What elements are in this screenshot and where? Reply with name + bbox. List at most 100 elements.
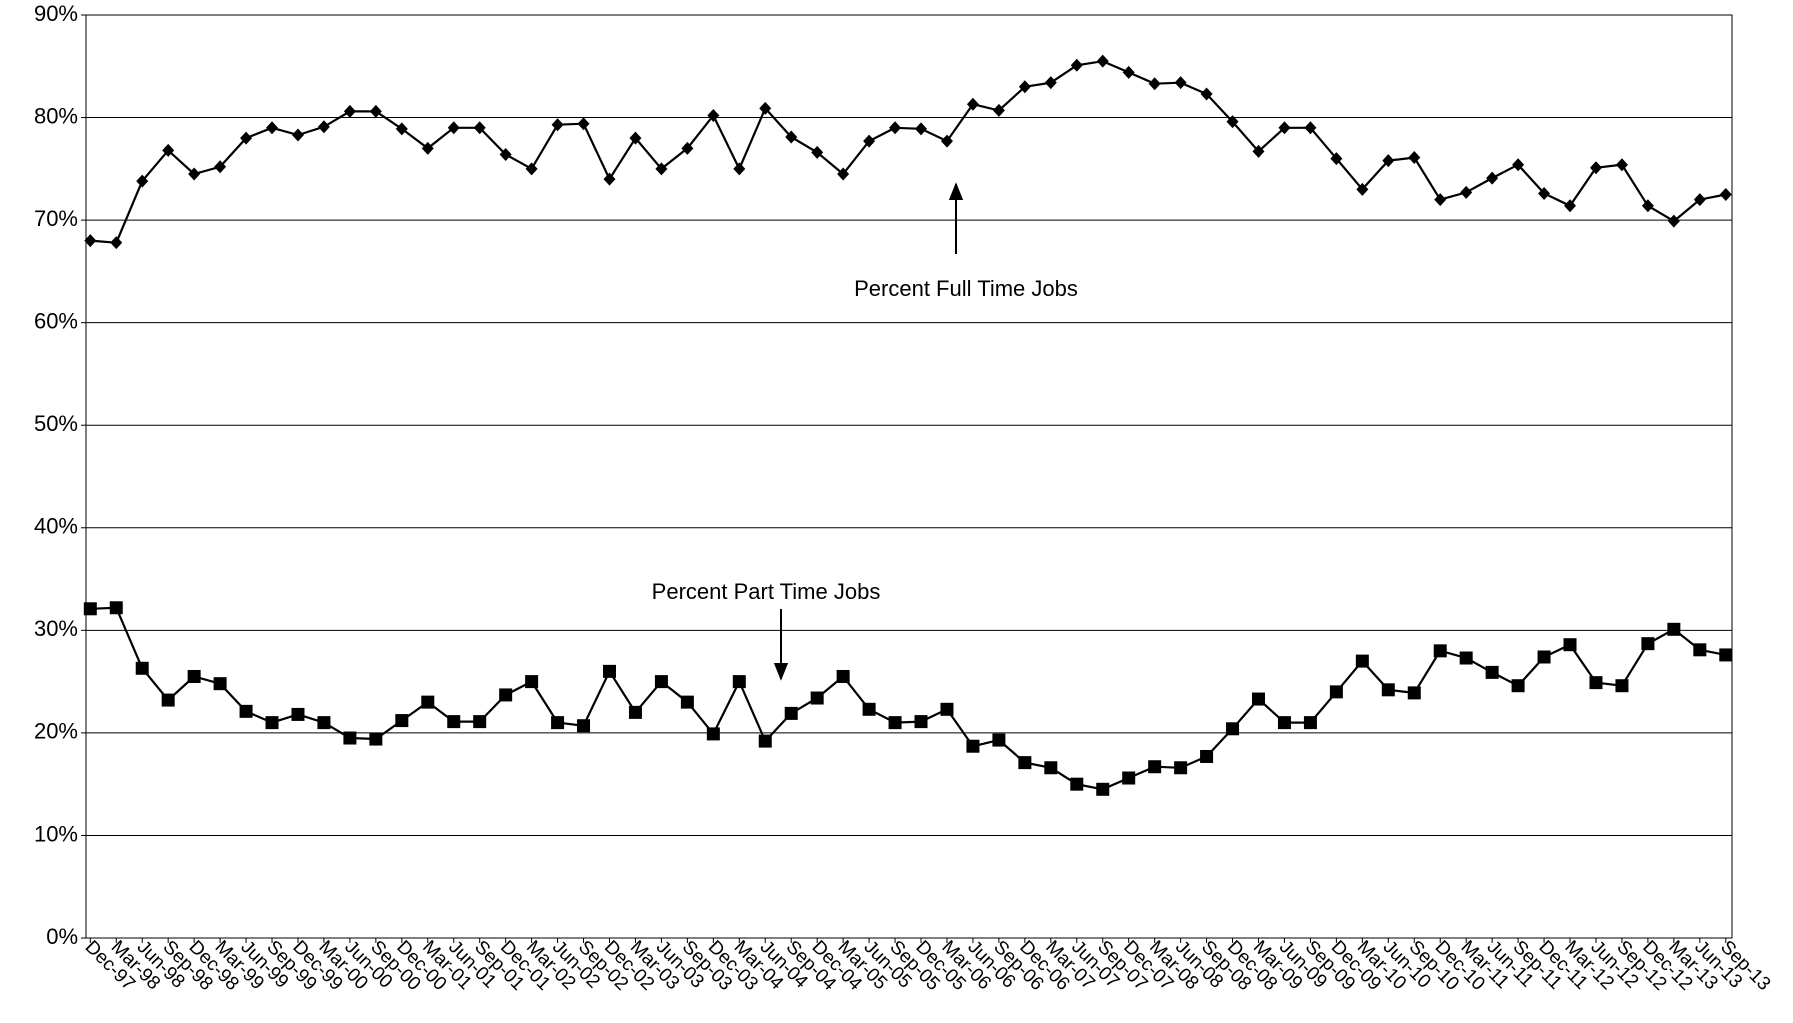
annotation: Percent Part Time Jobs [652, 579, 881, 604]
diamond-marker [1070, 58, 1083, 72]
diamond-marker [1589, 161, 1602, 175]
square-marker [1511, 679, 1525, 693]
square-marker [1174, 761, 1188, 775]
diamond-marker [447, 121, 460, 135]
square-marker [732, 675, 746, 689]
square-marker [1355, 654, 1369, 668]
square-marker [1096, 782, 1110, 796]
diamond-marker [1615, 158, 1628, 172]
diamond-marker [1148, 77, 1161, 91]
square-marker [888, 716, 902, 730]
diamond-marker [992, 103, 1005, 117]
square-marker [161, 693, 175, 707]
square-marker [1122, 771, 1136, 785]
diamond-marker [655, 162, 668, 176]
diamond-marker [499, 147, 512, 161]
square-marker [1485, 665, 1499, 679]
square-marker [706, 727, 720, 741]
diamond-marker [1434, 193, 1447, 207]
y-tick-label: 70% [34, 206, 78, 231]
square-marker [1615, 679, 1629, 693]
square-marker [83, 602, 97, 616]
y-tick-label: 10% [34, 821, 78, 846]
square-marker [109, 601, 123, 615]
square-marker [966, 739, 980, 753]
diamond-marker [785, 130, 798, 144]
square-marker [291, 707, 305, 721]
diamond-marker [1174, 76, 1187, 90]
square-marker [1719, 648, 1733, 662]
square-marker [421, 695, 435, 709]
diamond-marker [525, 162, 538, 176]
square-marker [1537, 650, 1551, 664]
diamond-marker [1460, 185, 1473, 199]
diamond-marker [577, 117, 590, 131]
square-marker [551, 716, 565, 730]
square-marker [317, 716, 331, 730]
diamond-marker [1693, 193, 1706, 207]
square-marker [499, 688, 513, 702]
square-marker [1563, 638, 1577, 652]
annotation: Percent Full Time Jobs [854, 276, 1078, 301]
y-tick-label: 20% [34, 719, 78, 744]
y-tick-label: 60% [34, 308, 78, 333]
diamond-marker [84, 234, 97, 248]
square-marker [1329, 685, 1343, 699]
square-marker [239, 704, 253, 718]
square-marker [473, 715, 487, 729]
square-marker [1667, 622, 1681, 636]
y-tick-label: 30% [34, 616, 78, 641]
diamond-marker [395, 122, 408, 136]
square-marker [1381, 683, 1395, 697]
diamond-marker [369, 104, 382, 118]
square-marker [1459, 651, 1473, 665]
square-marker [1277, 716, 1291, 730]
diamond-marker [1356, 182, 1369, 196]
diamond-marker [551, 118, 564, 132]
diamond-marker [1408, 151, 1421, 165]
diamond-marker [681, 141, 694, 155]
diamond-marker [966, 97, 979, 111]
y-tick-label: 0% [46, 924, 78, 949]
square-marker [940, 702, 954, 716]
diamond-marker [317, 120, 330, 134]
square-marker [1693, 643, 1707, 657]
square-marker [369, 732, 383, 746]
diamond-marker [889, 121, 902, 135]
diamond-marker [240, 131, 253, 145]
square-marker [784, 706, 798, 720]
diamond-marker [473, 121, 486, 135]
square-marker [1018, 756, 1032, 770]
diamond-marker [1719, 187, 1732, 201]
diamond-marker [343, 104, 356, 118]
diamond-marker [940, 134, 953, 148]
square-marker [395, 714, 409, 728]
diamond-marker [110, 236, 123, 250]
square-marker [862, 702, 876, 716]
diamond-marker [1538, 186, 1551, 200]
y-tick-label: 80% [34, 103, 78, 128]
square-marker [1303, 716, 1317, 730]
square-marker [265, 716, 279, 730]
diamond-marker [733, 162, 746, 176]
diamond-marker [291, 128, 304, 142]
square-marker [1252, 692, 1265, 706]
diamond-marker [1667, 214, 1680, 228]
square-marker [1200, 749, 1214, 763]
diamond-marker [1200, 87, 1213, 101]
y-tick-label: 40% [34, 514, 78, 539]
square-marker [654, 675, 668, 689]
square-marker [187, 669, 201, 683]
diamond-marker [1018, 80, 1031, 94]
diamond-marker [162, 143, 175, 157]
diamond-marker [603, 172, 616, 186]
diamond-marker [1252, 144, 1265, 158]
diamond-marker [837, 167, 850, 181]
square-marker [135, 661, 149, 675]
plot-frame [85, 14, 1733, 939]
diamond-marker [188, 167, 201, 181]
diamond-marker [1122, 65, 1135, 79]
series-line [90, 60, 1727, 244]
square-marker [758, 734, 772, 748]
